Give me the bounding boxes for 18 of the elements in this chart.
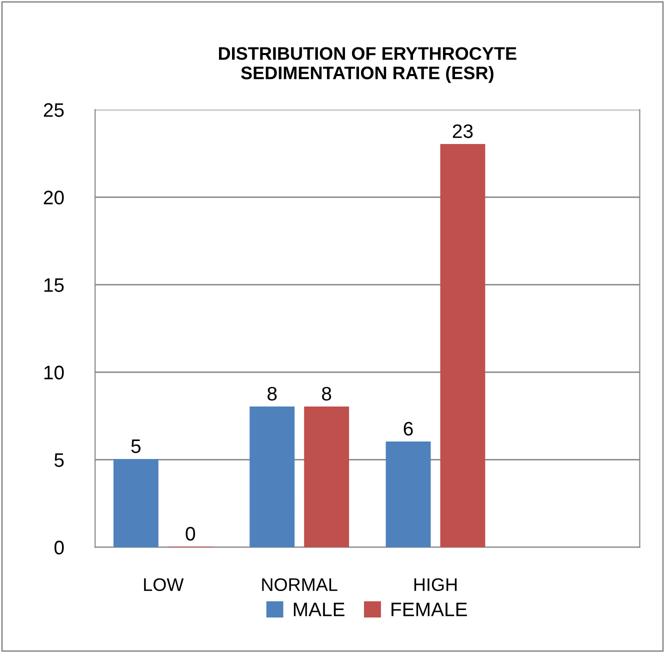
- legend-label: FEMALE: [392, 602, 467, 616]
- data-label: 8: [322, 386, 332, 401]
- data-label: 0: [186, 526, 196, 541]
- legend-label: MALE: [294, 602, 344, 616]
- x-tick-label: LOW: [144, 578, 184, 592]
- y-tick-label: 0: [54, 540, 64, 554]
- y-tick-label: 15: [44, 278, 64, 292]
- chart-title: DISTRIBUTION OF ERYTHROCYTE SEDIMENTATION RATE (ESR): [218, 47, 516, 83]
- x-tick-label: HIGH: [414, 578, 457, 592]
- data-label: 8: [268, 386, 277, 401]
- y-tick-label: 20: [44, 190, 64, 204]
- data-label: 6: [404, 422, 413, 436]
- y-tick-label: 25: [44, 103, 64, 117]
- data-label: 23: [452, 124, 473, 138]
- y-tick-label: 5: [54, 453, 64, 467]
- data-label: 5: [131, 440, 141, 454]
- x-tick-label: NORMAL: [262, 578, 338, 592]
- y-tick-label: 10: [44, 366, 64, 380]
